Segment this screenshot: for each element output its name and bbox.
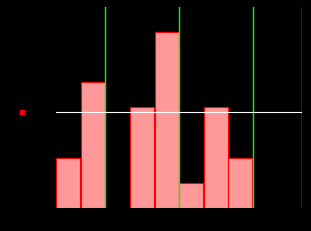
Bar <box>155 32 179 208</box>
Bar <box>81 82 105 208</box>
Bar <box>228 158 252 208</box>
Bar <box>179 183 203 208</box>
Bar <box>204 107 228 208</box>
Bar <box>56 158 80 208</box>
Bar <box>130 107 154 208</box>
